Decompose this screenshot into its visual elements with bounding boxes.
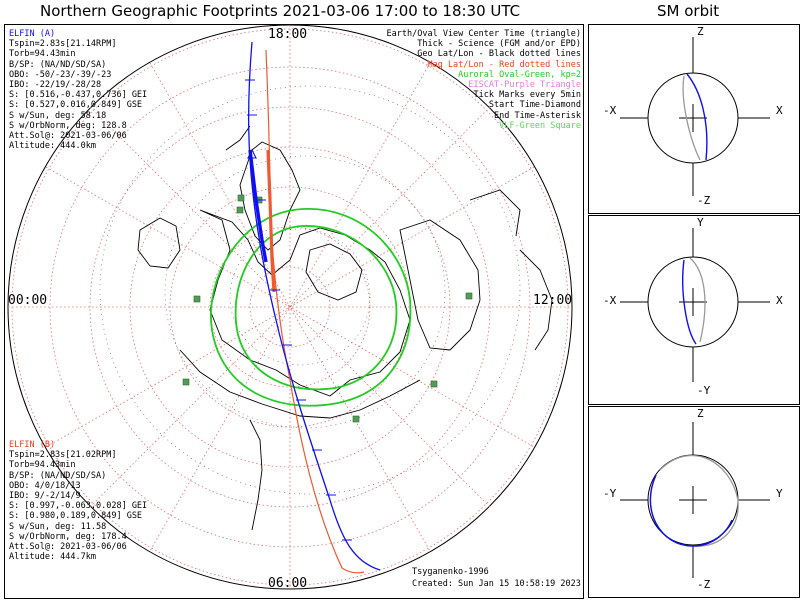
vlf-square bbox=[352, 415, 360, 423]
elfin-a-footprint-science bbox=[248, 149, 268, 263]
elfin-b-line: Altitude: 444.7km bbox=[9, 552, 96, 563]
sm-b-orbit bbox=[682, 75, 701, 161]
legend-line: Tick Marks every 5min bbox=[473, 90, 581, 101]
elfin-b-name: ELFIN (B) bbox=[9, 440, 56, 450]
sm-a-orbit bbox=[682, 259, 697, 345]
elfin-b-line: Torb=94.43min bbox=[9, 460, 76, 471]
elfin-b-line: S: [0.997,-0.063,0.028] GEI bbox=[9, 501, 148, 512]
elfin-a-info: ELFIN (A) Tspin=2.83s[21.14RPM] Torb=94.… bbox=[9, 29, 147, 151]
elfin-a-line: Att.Sol@: 2021-03-06/06 bbox=[9, 130, 127, 141]
lt-label-left: 00:00 bbox=[8, 293, 48, 308]
elfin-a-line: S: [0.516,-0.437,0.736] GEI bbox=[9, 90, 148, 101]
elfin-b-line: S w/OrbNorm, deg: 178.4 bbox=[9, 531, 127, 542]
vlf-square bbox=[430, 380, 438, 388]
legend-line: Auroral Oval-Green, kp=2 bbox=[458, 69, 581, 80]
sm1-right-label: X bbox=[776, 104, 783, 117]
elfin-a-footprint-thin bbox=[248, 41, 381, 571]
vlf-square bbox=[236, 206, 244, 214]
elfin-a-line: B/SP: (NA/ND/SD/SA) bbox=[9, 59, 107, 70]
legend-line: Mag Lat/Lon - Red dotted lines bbox=[427, 59, 581, 70]
elfin-a-line: S: [0.527,0.016,0.849] GSE bbox=[9, 100, 143, 111]
sm-title: SM orbit bbox=[657, 2, 720, 20]
vlf-stations bbox=[182, 194, 473, 423]
sm1-left-label: -X bbox=[603, 104, 617, 117]
sm3-bottom-label: -Z bbox=[697, 578, 711, 591]
elfin-b-line: OBO: 4/0/18/13 bbox=[9, 480, 81, 491]
sm1-bottom-label: -Z bbox=[697, 194, 711, 207]
sm-b-orbit bbox=[659, 454, 739, 547]
auroral-oval-inner bbox=[234, 225, 398, 391]
elfin-b-footprint-science bbox=[266, 149, 276, 293]
elfin-a-line: OBO: -50/-23/-39/-23 bbox=[9, 69, 112, 80]
sm-b-orbit bbox=[689, 257, 706, 343]
lt-label-top: 18:00 bbox=[268, 27, 308, 42]
sm-a-orbit bbox=[649, 474, 733, 547]
lt-label-bottom: 06:00 bbox=[268, 576, 308, 591]
elfin-a-line: S w/OrbNorm, deg: 128.8 bbox=[9, 120, 127, 131]
sm2-top-label: Y bbox=[697, 216, 704, 229]
elfin-a-line: IBO: -22/19/-28/28 bbox=[9, 79, 102, 90]
elfin-a-name: ELFIN (A) bbox=[9, 29, 56, 39]
main-plot-panel bbox=[4, 24, 584, 599]
sm2-left-label: -X bbox=[603, 294, 617, 307]
vlf-square bbox=[193, 295, 201, 303]
elfin-a-line: Tspin=2.83s[21.14RPM] bbox=[9, 39, 117, 50]
legend-line: VLF-Green Square bbox=[499, 120, 581, 131]
elfin-b-line: Att.Sol@: 2021-03-06/06 bbox=[9, 541, 127, 552]
main-title: Northern Geographic Footprints 2021-03-0… bbox=[40, 2, 521, 20]
geo-grid bbox=[99, 85, 521, 495]
sm-plot-xy bbox=[620, 228, 770, 382]
sm-a-orbit bbox=[686, 73, 708, 161]
legend-line: Thick - Science (FGM and/or EPD) bbox=[417, 39, 581, 50]
elfin-a-track bbox=[247, 41, 381, 571]
auroral-ovals bbox=[210, 208, 412, 407]
footer-author: Tsyganenko-1996 bbox=[412, 567, 489, 577]
legend: Earth/Oval View Center Time (triangle) T… bbox=[387, 29, 581, 131]
elfin-b-line: IBO: 9/-2/14/9 bbox=[9, 490, 81, 501]
sm2-right-label: X bbox=[776, 294, 783, 307]
elfin-b-line: S: [0.980,0.189,0.849] GSE bbox=[9, 511, 143, 522]
lt-label-right: 12:00 bbox=[533, 293, 573, 308]
sm-plot-yz bbox=[620, 422, 770, 578]
sm2-bottom-label: -Y bbox=[697, 384, 711, 397]
legend-line: Start Time-Diamond bbox=[488, 100, 581, 111]
sm3-top-label: Z bbox=[697, 407, 704, 420]
elfin-b-line: Tspin=2.83s[21.02RPM] bbox=[9, 450, 117, 461]
sm-plot-xz bbox=[620, 37, 770, 196]
sm3-left-label: -Y bbox=[603, 487, 617, 500]
legend-line: EISCAT-Purple Triangle bbox=[468, 79, 581, 90]
elfin-a-line: Altitude: 444.0km bbox=[9, 141, 96, 152]
tick-marks bbox=[245, 79, 352, 541]
elfin-b-info: ELFIN (B) Tspin=2.83s[21.02RPM] Torb=94.… bbox=[9, 440, 147, 562]
sm1-top-label: Z bbox=[697, 25, 704, 38]
legend-line: Geo Lat/Lon - Black dotted lines bbox=[417, 49, 581, 60]
legend-line: Earth/Oval View Center Time (triangle) bbox=[386, 29, 581, 39]
auroral-oval-outer bbox=[210, 208, 412, 407]
elfin-a-line: S w/Sun, deg: 58.18 bbox=[9, 110, 107, 121]
elfin-a-center-triangle bbox=[247, 148, 257, 159]
elfin-a-line: Torb=94.43min bbox=[9, 49, 76, 60]
vlf-square bbox=[182, 378, 190, 386]
elfin-b-line: S w/Sun, deg: 11.58 bbox=[9, 521, 107, 532]
vlf-square bbox=[237, 194, 245, 202]
elfin-b-line: B/SP: (NA/ND/SD/SA) bbox=[9, 470, 107, 481]
vlf-square bbox=[465, 292, 473, 300]
footer-created: Created: Sun Jan 15 10:58:19 2023 bbox=[412, 579, 581, 589]
legend-line: End Time-Asterisk bbox=[494, 110, 581, 121]
sm3-right-label: Y bbox=[776, 487, 783, 500]
